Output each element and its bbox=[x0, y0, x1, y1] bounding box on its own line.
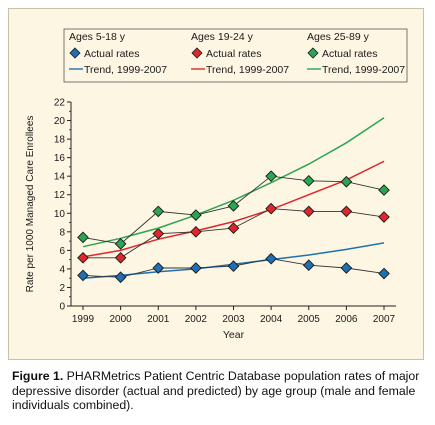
actual-point-marker bbox=[378, 267, 390, 280]
trend-line bbox=[82, 160, 385, 258]
legend-group-title: Ages 25-89 y bbox=[307, 31, 370, 43]
actual-point-marker bbox=[114, 271, 127, 284]
legend-diamond-marker bbox=[69, 47, 81, 59]
y-tick-label: 22 bbox=[54, 98, 66, 109]
actual-point-marker bbox=[227, 200, 240, 212]
caption-text: PHARMetrics Patient Centric Database pop… bbox=[12, 369, 420, 412]
x-tick-label: 2000 bbox=[110, 314, 133, 325]
actual-point-marker bbox=[340, 175, 353, 188]
legend-actual-label: Actual rates bbox=[322, 48, 377, 60]
legend-box bbox=[63, 28, 408, 83]
actual-point-marker bbox=[302, 174, 315, 187]
y-tick-label: 20 bbox=[54, 116, 66, 127]
actual-point-marker bbox=[265, 252, 277, 265]
actual-point-marker bbox=[77, 251, 89, 264]
legend-diamond-marker bbox=[191, 47, 203, 59]
actual-point-marker bbox=[114, 238, 127, 250]
legend-trend-label: Trend, 1999-2007 bbox=[322, 64, 405, 76]
legend-actual-label: Actual rates bbox=[206, 48, 261, 60]
y-tick-label: 2 bbox=[59, 283, 65, 294]
caption-label: Figure 1. bbox=[12, 369, 64, 383]
actual-point-marker bbox=[227, 222, 240, 234]
legend-actual-label: Actual rates bbox=[84, 48, 139, 60]
actual-point-marker bbox=[152, 262, 165, 274]
x-axis-title: Year bbox=[223, 329, 245, 341]
actual-point-marker bbox=[378, 184, 390, 196]
x-tick-label: 2005 bbox=[298, 314, 321, 325]
actual-point-marker bbox=[190, 225, 202, 238]
y-tick-label: 18 bbox=[54, 135, 66, 146]
actual-point-marker bbox=[152, 205, 165, 218]
actual-point-marker bbox=[77, 269, 89, 282]
y-axis-title: Rate per 1000 Managed Care Enrollees bbox=[25, 116, 36, 293]
actual-point-marker bbox=[77, 231, 89, 244]
actual-point-marker bbox=[340, 262, 353, 274]
x-tick-label: 2007 bbox=[373, 314, 396, 325]
legend-diamond-marker bbox=[307, 47, 319, 59]
chart-figure: Ages 5-18 y Actual rates Trend, 1999-2007 A… bbox=[8, 8, 424, 360]
x-tick-label: 2002 bbox=[185, 314, 208, 325]
actual-point-marker bbox=[227, 260, 240, 272]
actual-point-marker bbox=[340, 205, 353, 218]
y-tick-label: 14 bbox=[54, 172, 66, 183]
y-tick-label: 6 bbox=[59, 246, 65, 257]
y-tick-label: 16 bbox=[54, 153, 66, 164]
x-tick-label: 1999 bbox=[72, 314, 95, 325]
legend-group-title: Ages 5-18 y bbox=[69, 31, 126, 43]
chart-svg: Ages 5-18 y Actual rates Trend, 1999-2007 A… bbox=[25, 28, 408, 341]
actual-point-marker bbox=[190, 262, 202, 274]
actual-point-marker bbox=[265, 170, 277, 183]
actual-point-marker bbox=[302, 259, 315, 272]
legend-trend-label: Trend, 1999-2007 bbox=[206, 64, 289, 76]
x-tick-label: 2001 bbox=[147, 314, 170, 325]
y-tick-label: 12 bbox=[54, 190, 66, 201]
x-tick-label: 2004 bbox=[260, 314, 283, 325]
actual-point-marker bbox=[302, 205, 315, 218]
actual-point-marker bbox=[114, 251, 127, 264]
figure-caption: Figure 1. PHARMetrics Patient Centric Da… bbox=[12, 369, 424, 413]
y-tick-label: 10 bbox=[54, 209, 66, 220]
actual-point-marker bbox=[265, 202, 277, 215]
y-tick-label: 8 bbox=[59, 227, 65, 238]
actual-point-marker bbox=[190, 209, 202, 221]
legend-group-title: Ages 19-24 y bbox=[191, 31, 254, 43]
legend-trend-label: Trend, 1999-2007 bbox=[84, 64, 167, 76]
x-tick-label: 2003 bbox=[222, 314, 245, 325]
x-tick-label: 2006 bbox=[335, 314, 358, 325]
actual-point-marker bbox=[152, 227, 165, 240]
actual-point-marker bbox=[378, 211, 390, 223]
y-tick-label: 4 bbox=[59, 264, 65, 275]
y-tick-label: 0 bbox=[59, 302, 65, 313]
